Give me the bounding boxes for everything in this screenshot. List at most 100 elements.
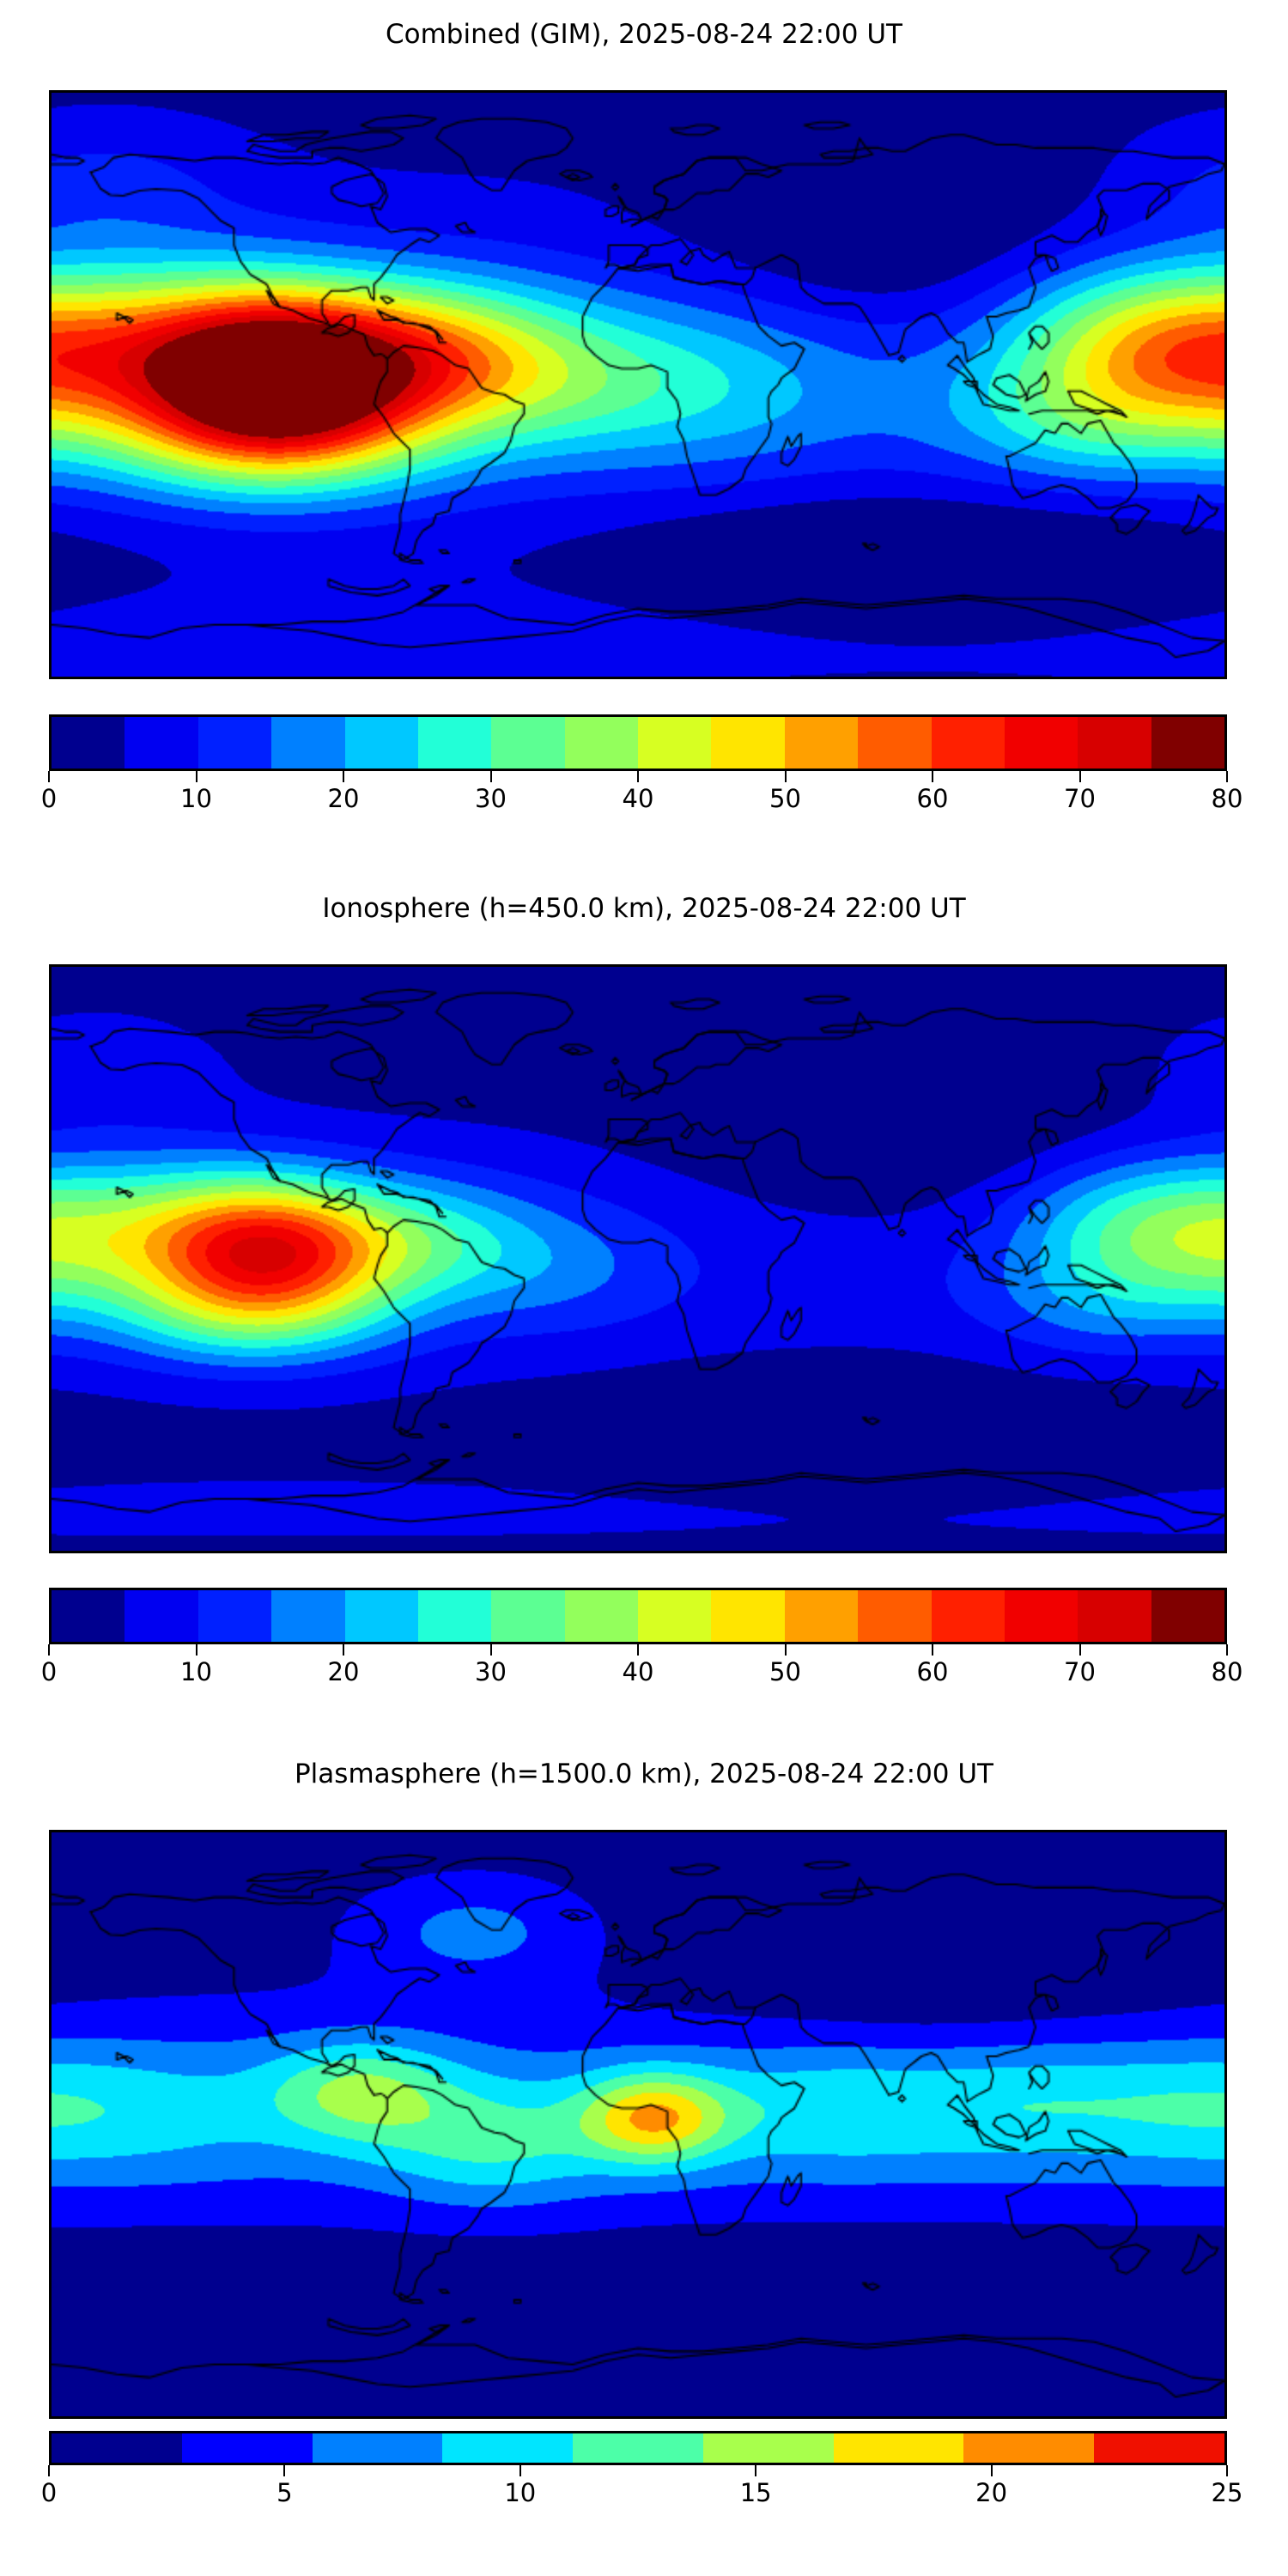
colorbar-gradient-combined-gim [49, 714, 1227, 771]
colorbar-band-10 [784, 717, 859, 769]
colorbar-tick-label: 60 [916, 784, 949, 813]
colorbar-band-7 [564, 717, 638, 769]
colorbar-tick [1226, 771, 1228, 782]
colorbar-tick-label: 50 [769, 784, 801, 813]
map-contour-canvas-plasmasphere [52, 1832, 1224, 2416]
map-plot-combined-gim [49, 90, 1227, 679]
colorbar-tick [195, 771, 197, 782]
map-plot-plasmasphere [49, 1830, 1227, 2419]
colorbar-tick [519, 2465, 521, 2476]
colorbar-tick [343, 1644, 344, 1656]
colorbar-band-6 [491, 1590, 565, 1642]
colorbar-band-8 [638, 1590, 712, 1642]
colorbar-tick-label: 70 [1064, 1657, 1096, 1686]
colorbar-tick-label: 80 [1211, 1657, 1243, 1686]
colorbar-tick [343, 771, 344, 782]
colorbar-tick [489, 1644, 492, 1656]
colorbar-band-2 [312, 2433, 443, 2463]
colorbar-tick-label: 30 [475, 1657, 507, 1686]
colorbar-tick [1078, 1644, 1081, 1656]
colorbar-band-1 [125, 1590, 198, 1642]
colorbar-tick [1226, 2465, 1228, 2476]
colorbar-tick-label: 80 [1211, 784, 1243, 813]
colorbar-band-11 [858, 1590, 932, 1642]
colorbar-tick-label: 20 [327, 784, 360, 813]
colorbar-band-5 [417, 1590, 492, 1642]
colorbar-tick-label: 25 [1211, 2478, 1243, 2507]
colorbar-band-13 [1004, 1590, 1078, 1642]
colorbar-combined-gim: 0 10 20 30 40 50 60 70 80 [41, 714, 1242, 813]
colorbar-band-1 [125, 717, 198, 769]
colorbar-band-2 [197, 1590, 272, 1642]
colorbar-band-5 [417, 717, 492, 769]
map-contour-canvas-combined-gim [52, 93, 1224, 677]
colorbar-tick-label: 0 [40, 784, 58, 813]
colorbar-band-12 [931, 717, 1005, 769]
colorbar-band-4 [344, 717, 418, 769]
map-contour-canvas-ionosphere [52, 967, 1224, 1551]
colorbar-band-4 [573, 2433, 703, 2463]
colorbar-tick-label: 0 [40, 2478, 58, 2507]
colorbar-tick [1226, 1644, 1228, 1656]
colorbar-tick [755, 2465, 757, 2476]
colorbar-band-8 [638, 717, 712, 769]
colorbar-band-3 [271, 717, 345, 769]
colorbar-tick-label: 10 [180, 1657, 212, 1686]
colorbar-tick-label: 0 [40, 1657, 58, 1686]
colorbar-gradient-ionosphere [49, 1588, 1227, 1644]
colorbar-tick-label: 10 [180, 784, 212, 813]
colorbar-band-8 [1094, 2433, 1225, 2463]
colorbar-tick-label: 50 [769, 1657, 801, 1686]
colorbar-tick-label: 10 [504, 2478, 537, 2507]
colorbar-band-5 [702, 2433, 834, 2463]
colorbar-tick [932, 771, 933, 782]
panel-title-plasmasphere: Plasmasphere (h=1500.0 km), 2025-08-24 2… [294, 1759, 993, 1789]
colorbar-tick [637, 1644, 639, 1656]
colorbar-tick-label: 70 [1064, 784, 1096, 813]
colorbar-tick [784, 771, 787, 782]
colorbar-band-0 [52, 2433, 182, 2463]
colorbar-tick-label: 20 [975, 2478, 1008, 2507]
colorbar-band-14 [1078, 717, 1151, 769]
colorbar-tick [932, 1644, 933, 1656]
colorbar-tick-label: 60 [916, 1657, 949, 1686]
colorbar-band-9 [711, 1590, 785, 1642]
colorbar-band-13 [1004, 717, 1078, 769]
colorbar-tick [637, 771, 639, 782]
colorbar-tick-label: 30 [475, 784, 507, 813]
colorbar-band-14 [1078, 1590, 1151, 1642]
colorbar-band-4 [344, 1590, 418, 1642]
colorbar-tick-label: 40 [622, 1657, 654, 1686]
colorbar-band-12 [931, 1590, 1005, 1642]
colorbar-band-15 [1151, 717, 1224, 769]
colorbar-gradient-plasmasphere [49, 2431, 1227, 2465]
colorbar-tick-label: 20 [327, 1657, 360, 1686]
colorbar-tick [489, 771, 492, 782]
colorbar-tick [195, 1644, 197, 1656]
colorbar-band-11 [858, 717, 932, 769]
colorbar-band-0 [52, 1590, 125, 1642]
colorbar-tick [48, 2465, 50, 2476]
colorbar-tick [48, 1644, 50, 1656]
colorbar-band-3 [442, 2433, 574, 2463]
colorbar-tick [990, 2465, 993, 2476]
colorbar-tick-label: 40 [622, 784, 654, 813]
colorbar-band-2 [197, 717, 272, 769]
colorbar-band-1 [181, 2433, 313, 2463]
colorbar-tick-label: 15 [739, 2478, 772, 2507]
colorbar-band-10 [784, 1590, 859, 1642]
colorbar-ionosphere: 0 10 20 30 40 50 60 70 80 [41, 1588, 1242, 1686]
colorbar-tick [784, 1644, 787, 1656]
colorbar-band-15 [1151, 1590, 1224, 1642]
panel-title-combined-gim: Combined (GIM), 2025-08-24 22:00 UT [386, 19, 902, 50]
panel-title-ionosphere: Ionosphere (h=450.0 km), 2025-08-24 22:0… [322, 893, 966, 924]
map-plot-ionosphere [49, 964, 1227, 1553]
colorbar-tick [1078, 771, 1081, 782]
colorbar-band-7 [564, 1590, 638, 1642]
colorbar-tick-label: 5 [276, 2478, 293, 2507]
colorbar-band-6 [491, 717, 565, 769]
colorbar-tick [48, 771, 50, 782]
colorbar-band-0 [52, 717, 125, 769]
colorbar-plasmasphere: 0 5 10 15 20 25 [41, 2431, 1242, 2507]
